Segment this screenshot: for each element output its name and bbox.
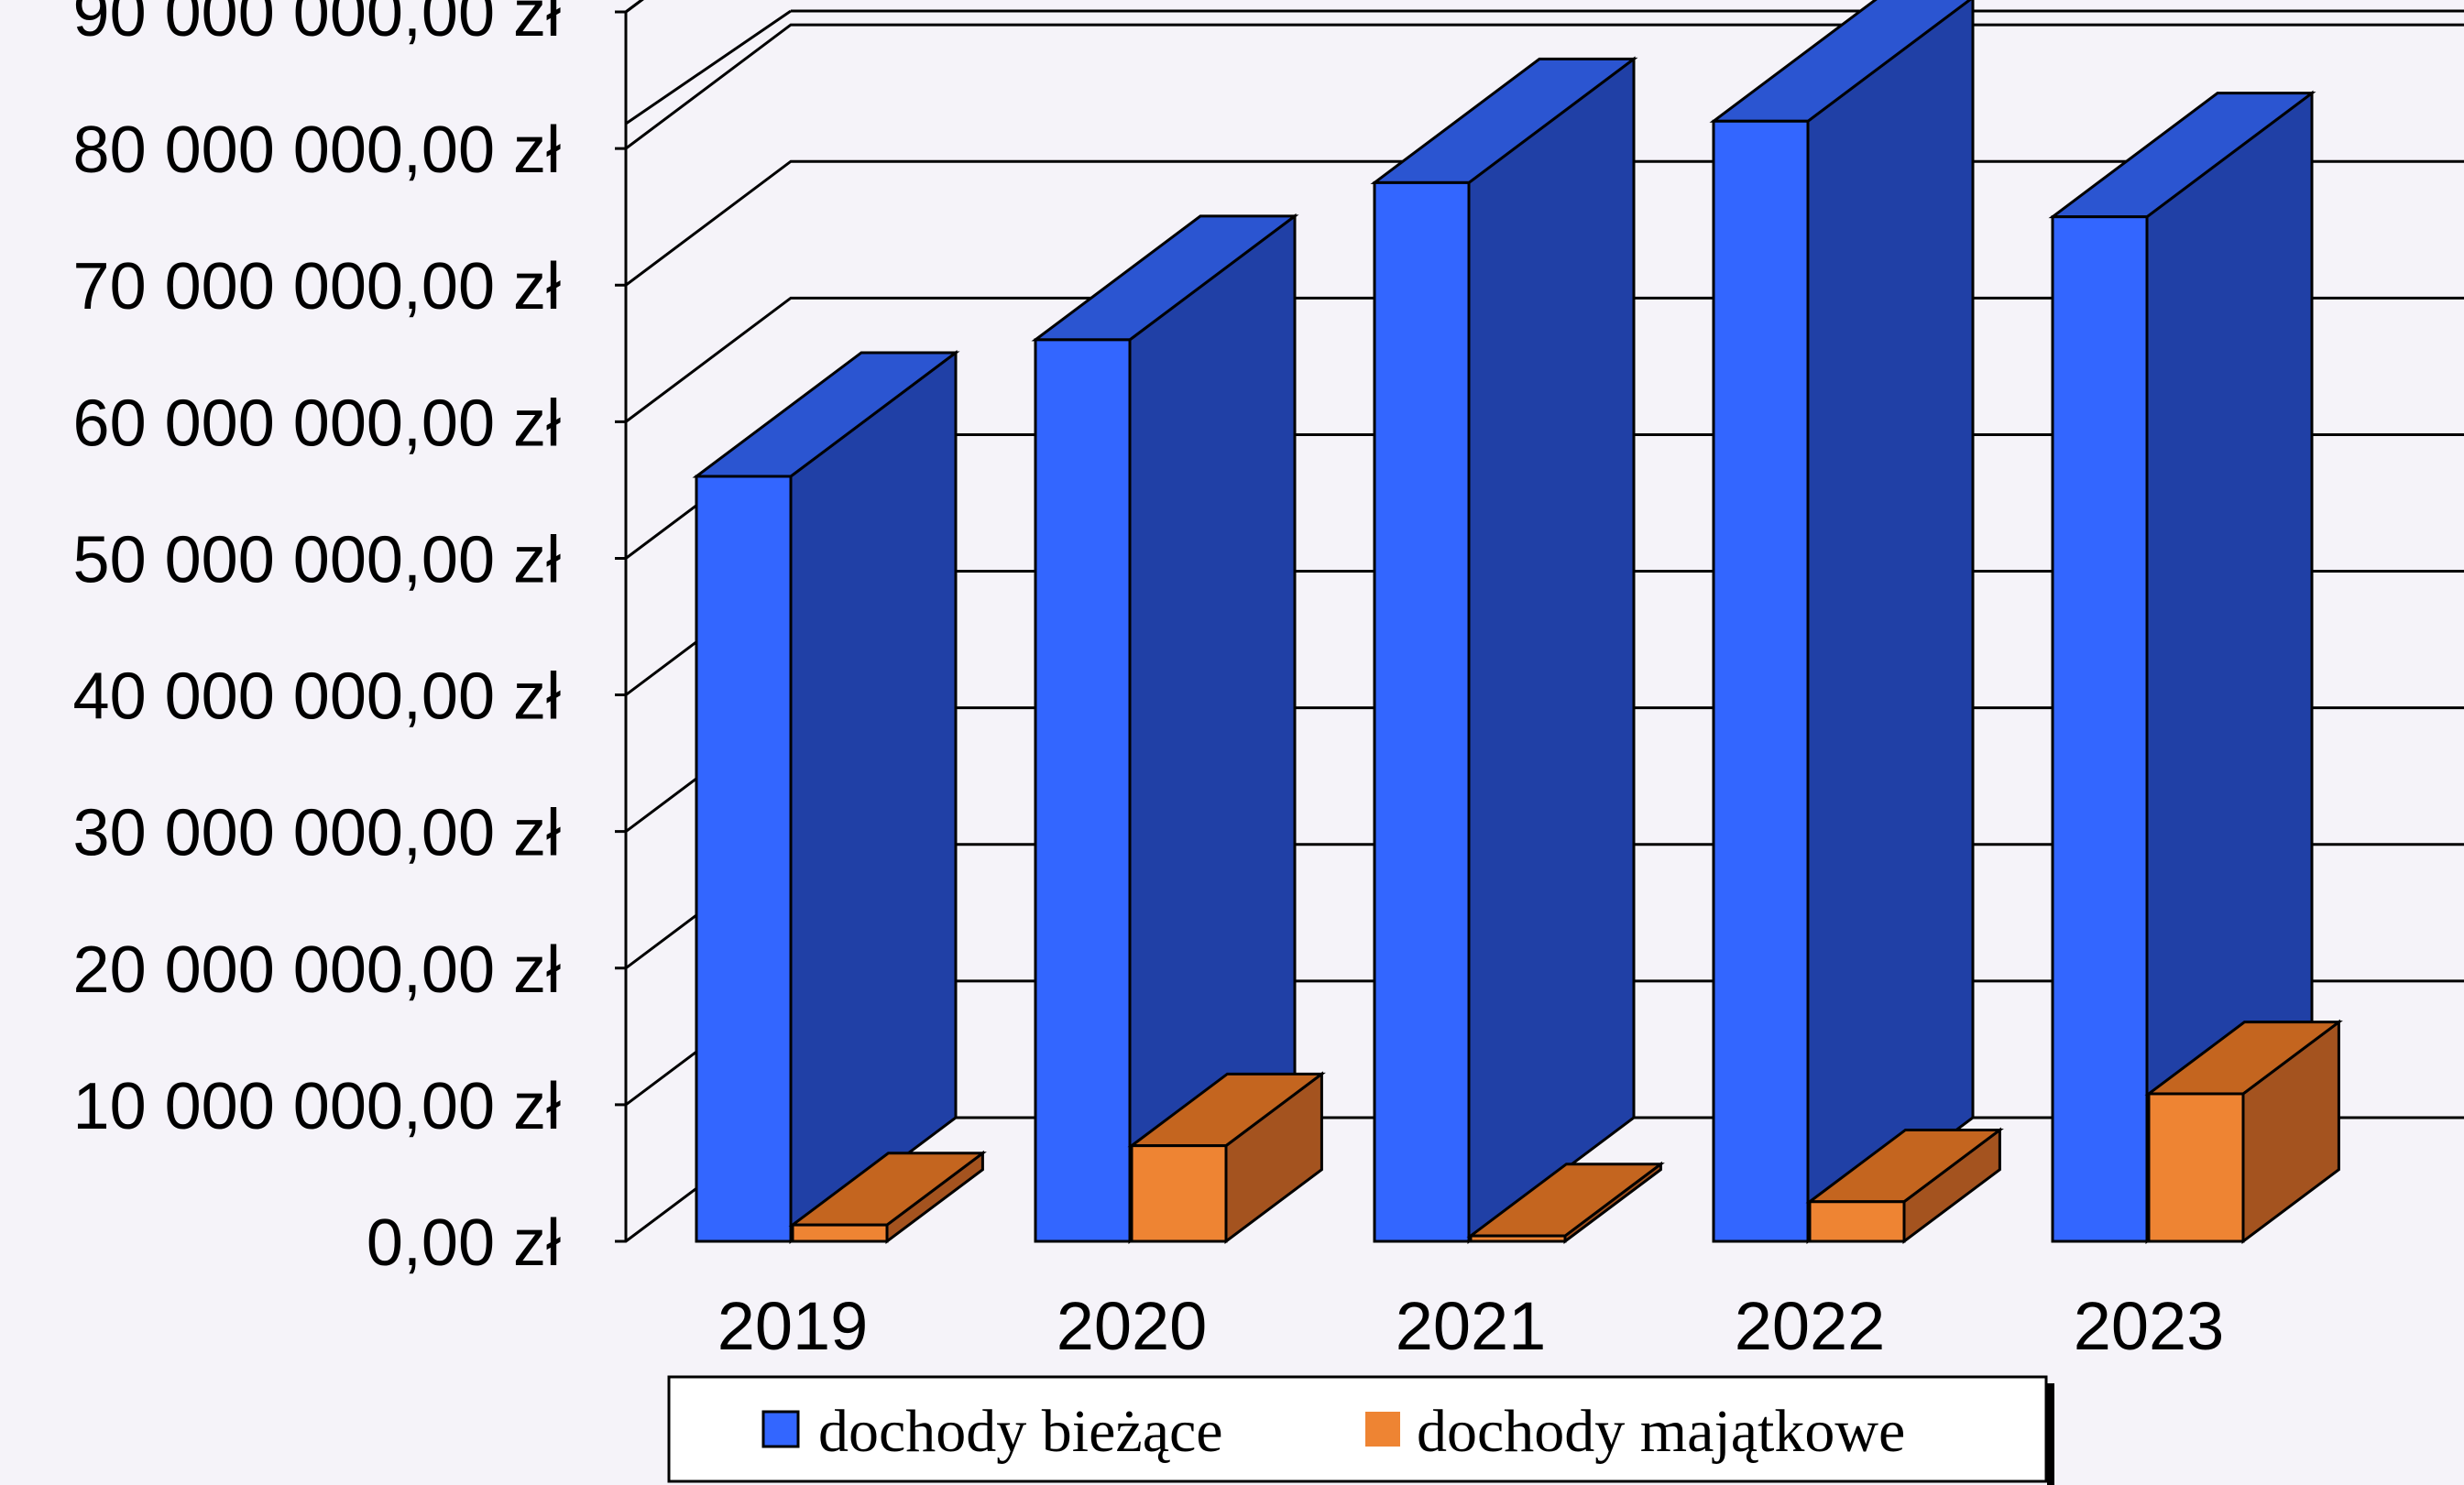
bar-side <box>1467 56 1636 1244</box>
legend-frame <box>667 1375 2048 1483</box>
x-tick-label: 2023 <box>2074 1288 2225 1364</box>
gridline <box>615 23 2464 150</box>
bar-front <box>1712 119 1810 1243</box>
legend: dochody bieżące dochody majątkowe <box>667 1375 2054 1485</box>
bar-current-2021 <box>1370 56 1638 1244</box>
y-tick-label: 70 000 000,00 zł <box>73 250 561 323</box>
bar-property-2023 <box>2144 1019 2343 1245</box>
y-axis-tick-labels: 0,00 zł 10 000 000,00 zł 20 000 000,00 zł 3… <box>73 0 561 1280</box>
x-tick-label: 2021 <box>1396 1288 1547 1364</box>
bar-property-2020 <box>1127 1071 1326 1245</box>
gridline <box>615 0 644 14</box>
y-tick-label: 80 000 000,00 zł <box>73 114 561 187</box>
legend-label-property: dochody majątkowe <box>1417 1398 1905 1465</box>
bar-property-2022 <box>1805 1127 2004 1245</box>
bars-layer <box>692 0 2343 1245</box>
x-axis-tick-labels: 2019 2020 2021 2022 2023 <box>717 1288 2225 1364</box>
bar-current-2023 <box>2048 90 2316 1244</box>
bar-side <box>789 349 958 1244</box>
y-tick-label: 60 000 000,00 zł <box>73 387 561 460</box>
bar-front <box>1808 1200 1906 1243</box>
x-tick-label: 2022 <box>1735 1288 1886 1364</box>
x-tick-label: 2019 <box>717 1288 869 1364</box>
bar-front <box>1469 1234 1567 1243</box>
y-tick-label: 50 000 000,00 zł <box>73 523 561 596</box>
y-tick-label: 20 000 000,00 zł <box>73 934 561 1007</box>
legend-swatch-property <box>1365 1412 1400 1447</box>
bar-front <box>695 475 793 1243</box>
bar-front <box>791 1223 889 1243</box>
legend-label-current: dochody bieżące <box>818 1398 1223 1465</box>
bar-front <box>1373 180 1471 1243</box>
y-tick-label: 40 000 000,00 zł <box>73 661 561 734</box>
bar-property-2019 <box>788 1150 987 1245</box>
bar-current-2020 <box>1031 213 1299 1244</box>
bar-current-2019 <box>692 349 960 1244</box>
bar-property-2021 <box>1466 1161 1665 1245</box>
y-tick-label: 30 000 000,00 zł <box>73 797 561 870</box>
bar-front <box>2051 215 2149 1243</box>
bar-front <box>1130 1144 1228 1243</box>
bar-side <box>1806 0 1975 1244</box>
wall-diagonal <box>625 9 792 126</box>
y-tick-label: 0,00 zł <box>367 1207 561 1280</box>
x-tick-label: 2020 <box>1057 1288 1208 1364</box>
bar-front <box>1034 338 1132 1243</box>
wall-edge <box>625 0 644 14</box>
bar-current-2022 <box>1709 0 1975 1244</box>
bar-front <box>2147 1092 2245 1243</box>
legend-swatch-current <box>761 1410 800 1448</box>
y-tick-label: 90 000 000,00 zł <box>73 0 561 50</box>
y-tick-label: 10 000 000,00 zł <box>73 1070 561 1143</box>
